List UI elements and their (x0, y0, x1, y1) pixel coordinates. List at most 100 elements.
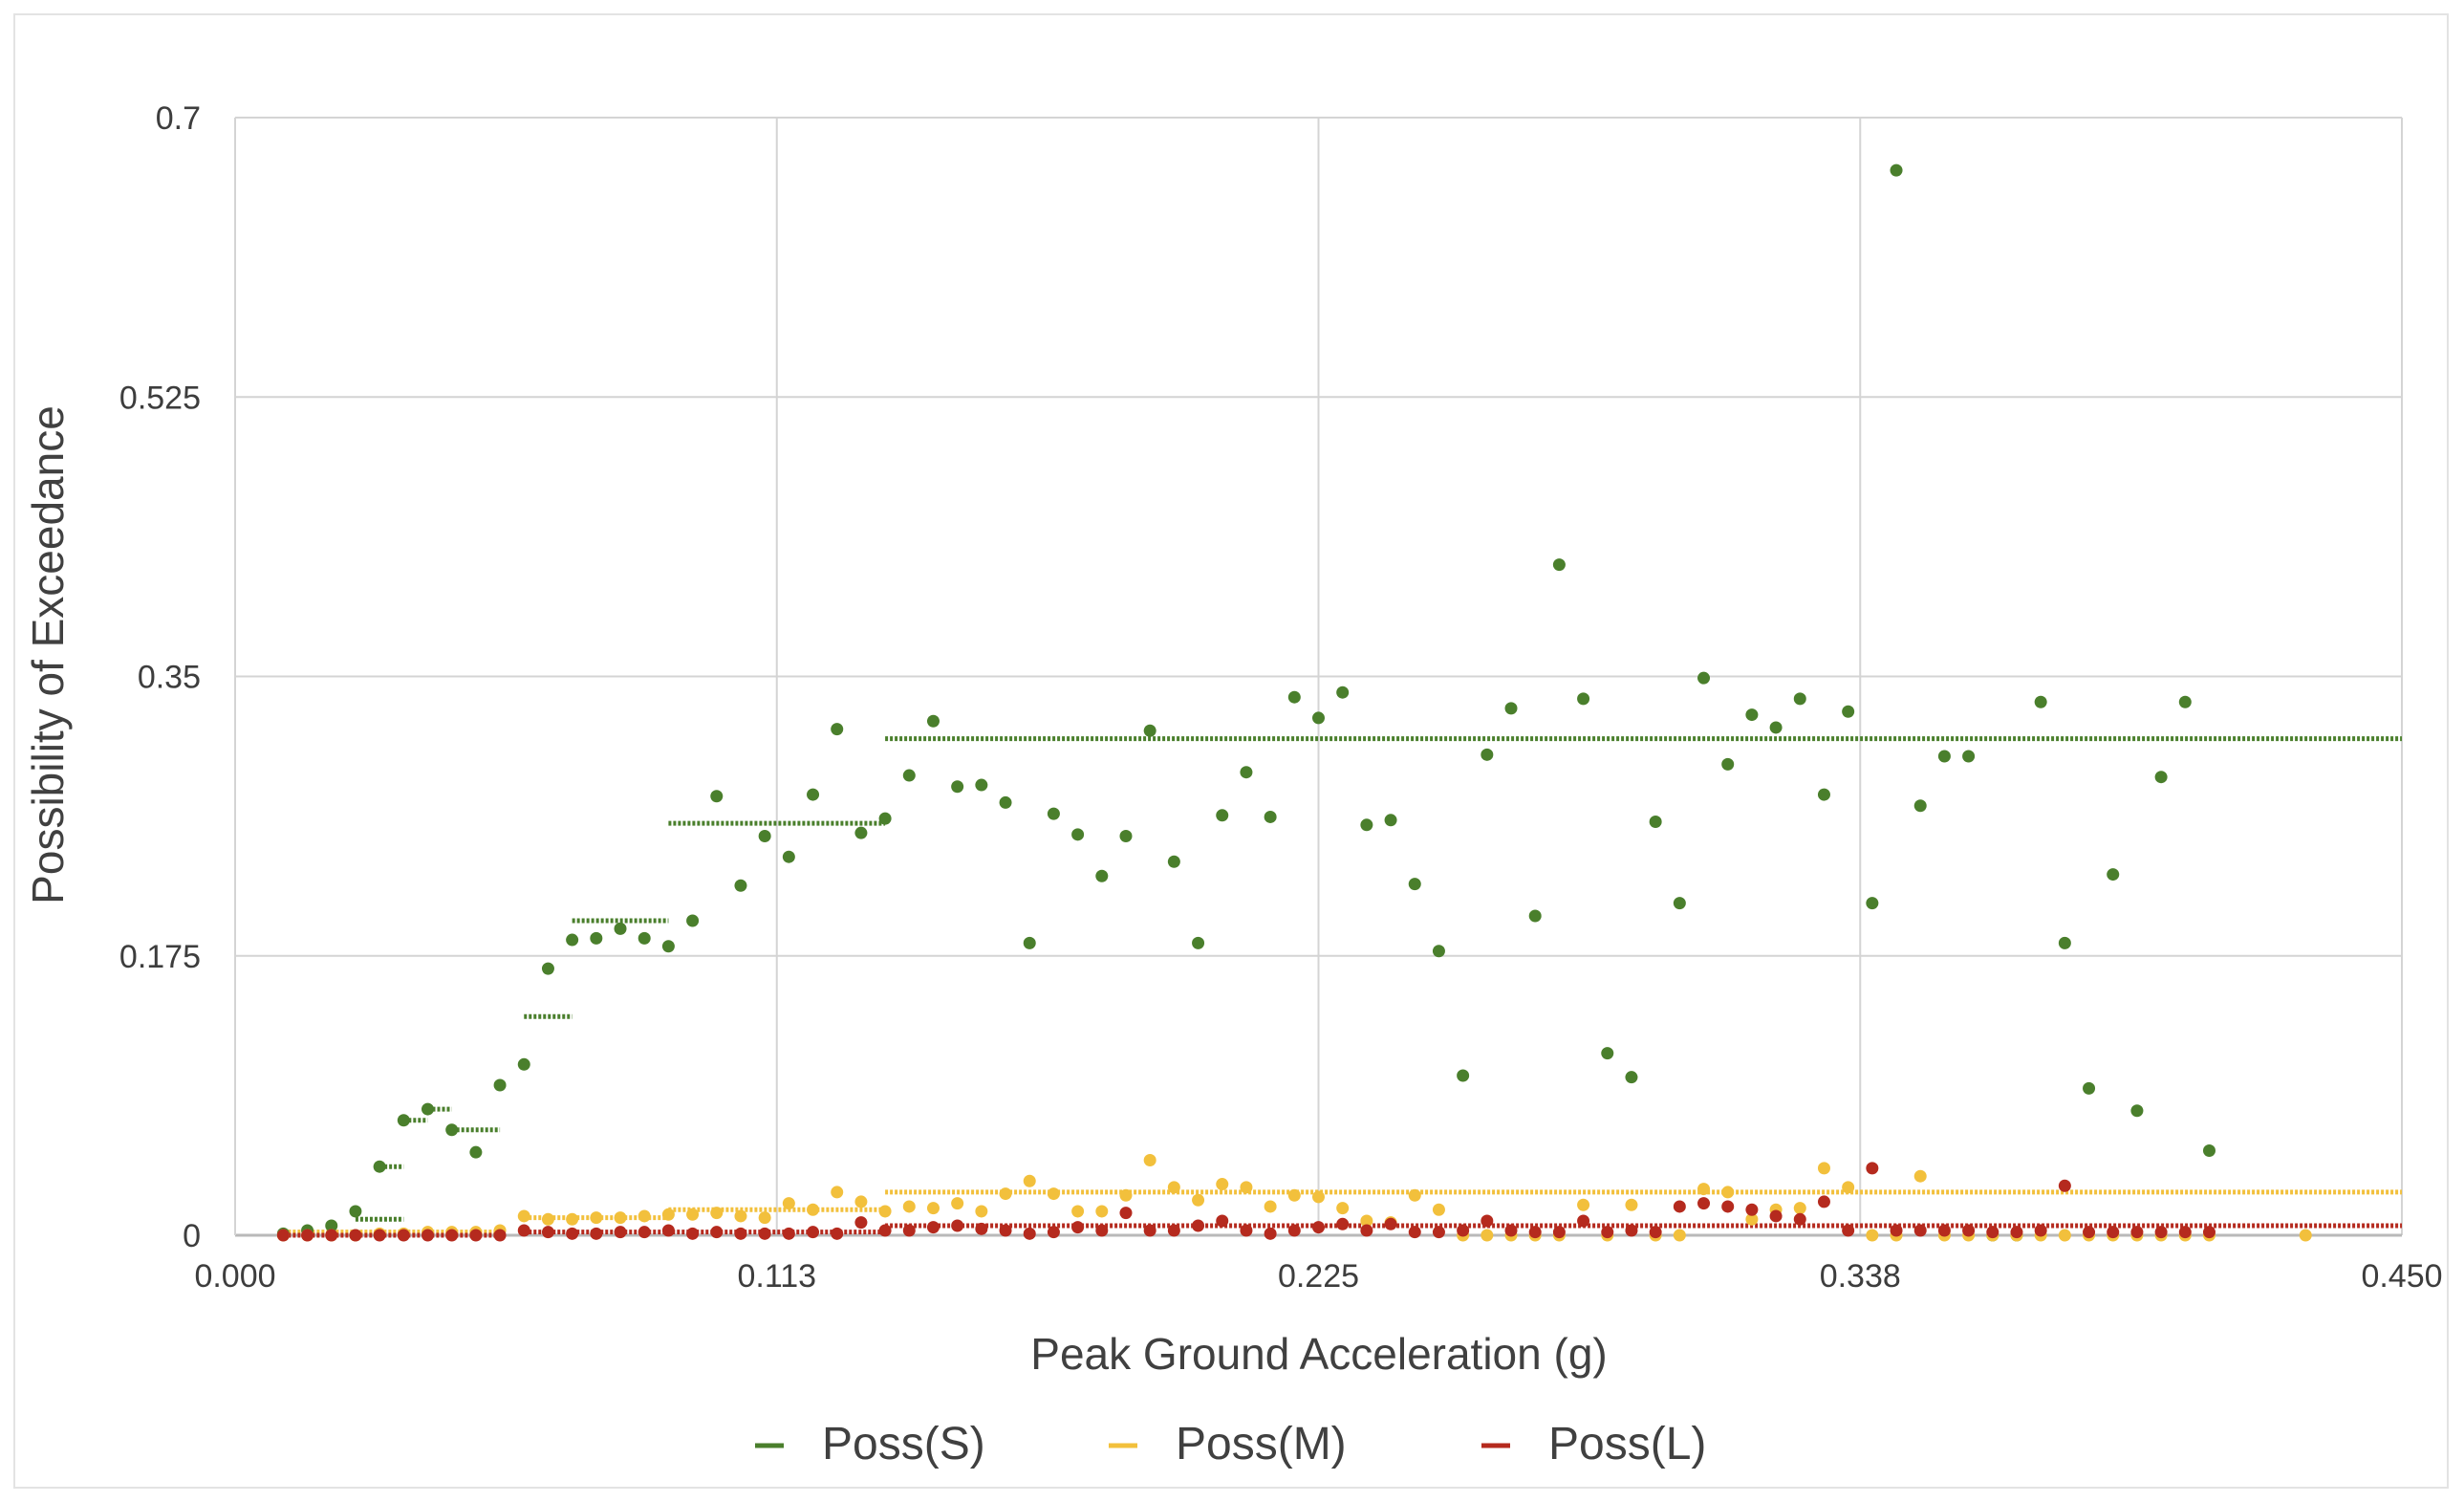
chart-frame (13, 13, 2449, 1489)
data-point-1 (517, 1057, 530, 1071)
data-point-1 (1360, 818, 1373, 832)
data-point-1 (2154, 771, 2168, 784)
data-point-3 (2130, 1226, 2144, 1239)
data-point-1 (1481, 748, 1494, 761)
data-point-1 (686, 914, 700, 927)
data-point-2 (1047, 1187, 1060, 1201)
data-point-3 (2178, 1226, 2192, 1239)
x-tick-label: 0.225 (1278, 1258, 1359, 1295)
data-point-3 (1240, 1224, 1253, 1237)
data-point-3 (2034, 1224, 2047, 1237)
data-point-1 (445, 1123, 459, 1137)
data-point-2 (854, 1195, 868, 1208)
data-point-2 (1240, 1181, 1253, 1194)
data-point-1 (1336, 686, 1350, 699)
x-tick-label: 0.338 (1820, 1258, 1901, 1295)
tick-labels: 0.000 0.113 0.225 0.338 0.450 0 0.175 0.35 0.525… (119, 100, 2443, 1295)
step-lines (283, 736, 2402, 1238)
data-point-1 (421, 1102, 435, 1116)
data-point-3 (493, 1229, 507, 1242)
data-point-2 (541, 1212, 554, 1226)
y-tick-label: 0 (183, 1218, 201, 1254)
data-point-1 (2202, 1143, 2215, 1157)
data-point-1 (1192, 936, 1205, 949)
data-point-3 (421, 1229, 435, 1242)
data-point-3 (1625, 1224, 1638, 1237)
data-point-1 (1264, 810, 1277, 823)
data-point-1 (1625, 1071, 1638, 1084)
data-point-3 (1216, 1214, 1229, 1228)
data-point-1 (2083, 1081, 2096, 1095)
data-point-1 (1817, 788, 1830, 801)
data-point-2 (517, 1209, 530, 1223)
data-point-2 (1625, 1198, 1638, 1211)
data-point-3 (1360, 1224, 1373, 1237)
data-point-2 (1913, 1169, 1927, 1183)
data-point-2 (758, 1211, 771, 1225)
data-point-3 (1962, 1224, 1976, 1237)
data-point-1 (1504, 702, 1518, 715)
data-point-2 (951, 1197, 964, 1210)
data-point-2 (1360, 1214, 1373, 1228)
legend-label: Poss(S) (822, 1419, 985, 1469)
data-point-1 (1866, 897, 1879, 910)
data-point-3 (373, 1229, 386, 1242)
data-point-1 (469, 1145, 483, 1159)
data-point-3 (1408, 1226, 1421, 1239)
data-point-1 (1937, 750, 1951, 763)
data-point-3 (517, 1224, 530, 1237)
data-point-3 (1071, 1221, 1085, 1234)
data-point-1 (1649, 815, 1662, 828)
data-point-3 (710, 1226, 724, 1239)
data-point-3 (1312, 1221, 1325, 1234)
data-point-2 (878, 1205, 892, 1218)
data-point-2 (1673, 1229, 1686, 1242)
data-point-1 (807, 788, 820, 801)
x-tick-label: 0.450 (2361, 1258, 2442, 1295)
data-point-3 (1384, 1217, 1397, 1230)
data-point-2 (1167, 1181, 1180, 1194)
data-point-2 (1721, 1186, 1735, 1199)
y-tick-label: 0.35 (138, 660, 201, 696)
data-point-2 (1481, 1229, 1494, 1242)
data-point-2 (782, 1197, 795, 1210)
data-point-3 (1192, 1219, 1205, 1232)
data-point-1 (1552, 558, 1566, 572)
data-point-1 (1287, 690, 1301, 704)
data-point-3 (1986, 1226, 1999, 1239)
data-point-2 (2058, 1229, 2071, 1242)
data-point-1 (1673, 897, 1686, 910)
data-point-2 (1119, 1188, 1133, 1202)
data-point-1 (1721, 757, 1735, 771)
y-tick-label: 0.175 (119, 939, 201, 975)
data-point-2 (638, 1209, 651, 1223)
data-point-3 (2083, 1226, 2096, 1239)
data-point-1 (1143, 724, 1156, 737)
data-point-3 (1601, 1226, 1614, 1239)
data-point-3 (1769, 1209, 1783, 1223)
data-point-3 (1432, 1226, 1445, 1239)
data-point-2 (926, 1202, 940, 1215)
data-point-3 (1167, 1224, 1180, 1237)
data-point-1 (782, 850, 795, 863)
data-point-2 (566, 1212, 579, 1226)
data-point-2 (831, 1186, 844, 1199)
data-point-2 (1866, 1229, 1879, 1242)
data-points (276, 163, 2312, 1242)
data-point-1 (590, 931, 603, 945)
data-point-3 (1745, 1203, 1759, 1216)
data-point-1 (1528, 909, 1542, 923)
data-point-1 (1913, 799, 1927, 813)
data-point-3 (1649, 1226, 1662, 1239)
data-point-3 (1842, 1224, 1855, 1237)
data-point-3 (1481, 1214, 1494, 1228)
data-point-3 (758, 1227, 771, 1240)
data-point-3 (469, 1229, 483, 1242)
data-point-3 (854, 1216, 868, 1230)
data-point-3 (1504, 1224, 1518, 1237)
data-point-3 (325, 1229, 338, 1242)
data-point-1 (951, 780, 964, 794)
legend-label: Poss(M) (1176, 1419, 1347, 1469)
data-point-3 (349, 1229, 362, 1242)
data-point-3 (1577, 1214, 1590, 1228)
